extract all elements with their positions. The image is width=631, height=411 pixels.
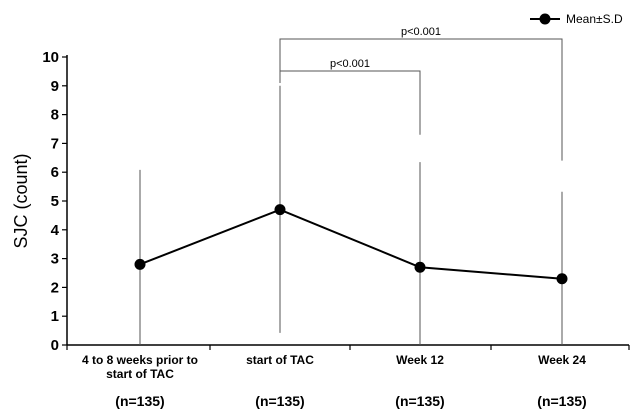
- significance-label: p<0.001: [330, 58, 370, 70]
- y-tick-label: 8: [51, 107, 59, 124]
- legend-label: Mean±S.D: [566, 12, 623, 26]
- x-n-label: (n=135): [255, 393, 304, 409]
- y-tick-label: 5: [51, 193, 59, 210]
- data-point: [274, 204, 286, 216]
- x-category-label: start of TAC: [106, 367, 174, 381]
- significance-label: p<0.001: [401, 26, 441, 38]
- annotation-layer: p<0.001 p<0.001: [279, 26, 563, 161]
- x-n-label: (n=135): [537, 393, 586, 409]
- legend: Mean±S.D: [530, 12, 623, 26]
- significance-bracket: [279, 38, 563, 161]
- x-n-label: (n=135): [395, 393, 444, 409]
- series-layer: [134, 204, 568, 285]
- errorbar-layer: [139, 85, 563, 345]
- y-tick-label: 10: [42, 49, 59, 66]
- x-category-label: 4 to 8 weeks prior to: [82, 353, 198, 367]
- data-point: [134, 258, 146, 270]
- legend-marker: [539, 13, 551, 25]
- y-tick-label: 4: [51, 222, 60, 239]
- significance-bracket: [279, 70, 421, 135]
- y-tick-label: 0: [51, 337, 59, 354]
- y-axis-title: SJC (count): [11, 153, 31, 248]
- y-tick-label: 9: [51, 78, 59, 95]
- y-tick-label: 7: [51, 135, 59, 152]
- x-category-label: start of TAC: [246, 353, 314, 367]
- y-tick-label: 1: [51, 308, 59, 325]
- x-category-label: Week 12: [396, 353, 444, 367]
- y-tick-label: 6: [51, 164, 59, 181]
- data-point: [556, 273, 568, 285]
- y-tick-label: 3: [51, 251, 59, 268]
- x-category-label: Week 24: [538, 353, 586, 367]
- data-point: [414, 261, 426, 273]
- x-n-label: (n=135): [115, 393, 164, 409]
- y-tick-label: 2: [51, 279, 59, 296]
- axes-layer: 0 1 2 3 4 5 6 7 8 9 10 SJC (count): [11, 49, 630, 354]
- series-line: [139, 208, 563, 280]
